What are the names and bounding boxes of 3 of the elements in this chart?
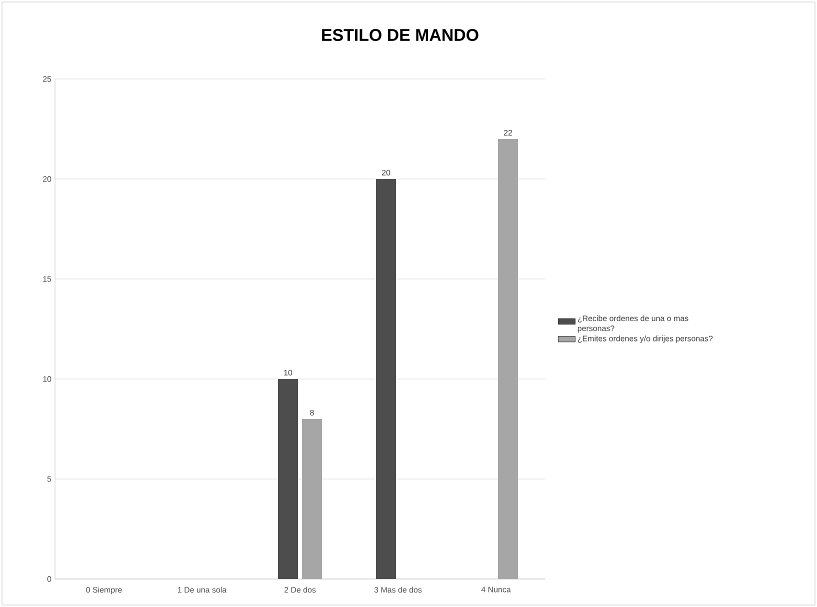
- bar: [376, 178, 396, 579]
- bar: [278, 379, 298, 579]
- chart-title: ESTILO DE MANDO: [322, 28, 478, 41]
